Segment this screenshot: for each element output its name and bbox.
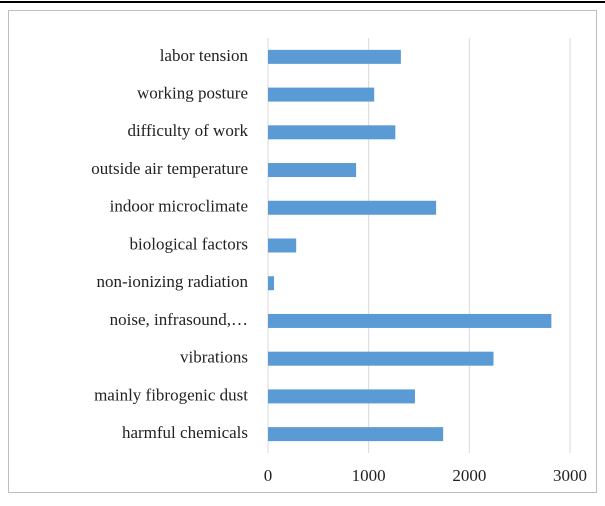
y-tick-label: harmful chemicals — [122, 423, 248, 442]
x-tick-label: 2000 — [452, 466, 486, 485]
chart-frame — [8, 10, 597, 493]
y-tick-label: mainly fibrogenic dust — [94, 385, 248, 404]
x-tick-label: 3000 — [553, 466, 587, 485]
bar — [268, 389, 415, 404]
bar — [268, 163, 357, 178]
y-tick-label: biological factors — [130, 234, 249, 253]
y-tick-label: working posture — [137, 83, 248, 102]
y-tick-label: outside air temperature — [91, 159, 248, 178]
bar — [268, 313, 552, 328]
bar — [268, 238, 297, 253]
bar — [268, 125, 396, 140]
y-tick-label: difficulty of work — [127, 121, 248, 140]
y-tick-label: vibrations — [180, 348, 248, 367]
bar — [268, 276, 275, 291]
y-tick-label: indoor microclimate — [110, 197, 248, 216]
x-tick-label: 0 — [264, 466, 273, 485]
bar — [268, 427, 444, 442]
bar — [268, 87, 375, 102]
bar — [268, 49, 401, 64]
x-tick-label: 1000 — [352, 466, 386, 485]
bar — [268, 200, 437, 215]
y-tick-label: non-ionizing radiation — [96, 272, 248, 291]
y-tick-label: noise, infrasound,… — [110, 310, 248, 329]
bar — [268, 351, 494, 366]
y-tick-label: labor tension — [160, 46, 249, 65]
